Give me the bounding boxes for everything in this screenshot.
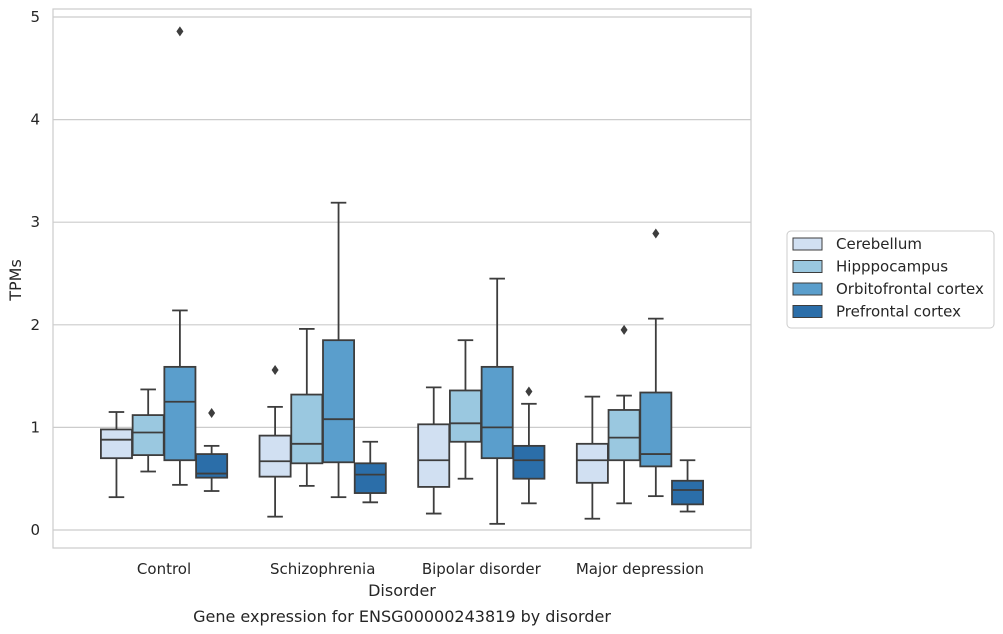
box-cerebellum <box>417 386 451 515</box>
outlier-point <box>620 324 628 335</box>
box-iqr <box>163 365 197 462</box>
box-prefrontal-cortex <box>671 459 704 513</box>
box-iqr <box>480 365 514 460</box>
outlier-point <box>271 364 279 375</box>
box-orbitofrontal-cortex <box>639 228 673 498</box>
outlier-point <box>176 26 184 37</box>
legend-label: Hipppocampus <box>836 258 948 276</box>
box-orbitofrontal-cortex <box>322 201 355 499</box>
box-iqr <box>449 389 482 443</box>
box-iqr <box>639 391 673 468</box>
legend-swatch <box>792 305 823 318</box>
box-prefrontal-cortex <box>512 386 546 505</box>
box-groups <box>100 26 704 525</box>
box-iqr <box>607 409 641 462</box>
chart-caption: Gene expression for ENSG00000243819 by d… <box>193 607 611 626</box>
x-tick-label: Schizophrenia <box>270 560 375 578</box>
y-tick-label: 4 <box>30 111 40 129</box>
box-iqr <box>100 428 133 460</box>
box-iqr <box>290 393 324 465</box>
box-iqr <box>131 414 165 457</box>
y-tick-label: 3 <box>30 213 40 231</box>
box-iqr <box>353 462 387 494</box>
y-axis-label: TPMs <box>6 259 25 302</box>
legend-label: Cerebellum <box>836 235 922 253</box>
y-tick-labels: 0 1 2 3 4 5 <box>30 8 40 539</box>
box-orbitofrontal-cortex <box>480 277 514 525</box>
box-cerebellum <box>258 364 292 518</box>
legend: Cerebellum Hipppocampus Orbitofrontal cort… <box>786 230 995 329</box>
legend-swatch <box>792 260 823 273</box>
y-tick-label: 5 <box>30 8 40 26</box>
box-prefrontal-cortex <box>195 408 229 492</box>
x-tick-label: Bipolar disorder <box>422 560 542 578</box>
legend-frame <box>786 230 995 329</box>
legend-swatch <box>792 282 823 296</box>
box-iqr <box>322 339 355 464</box>
box-iqr <box>195 453 229 479</box>
box-cerebellum <box>575 395 609 520</box>
y-tick-label: 0 <box>30 521 40 539</box>
plot-frame <box>52 8 752 549</box>
box-iqr <box>512 444 546 480</box>
y-tick-label: 1 <box>30 418 40 436</box>
outlier-point <box>208 408 216 419</box>
x-tick-labels: Control Schizophrenia Bipolar disorder Majo… <box>137 560 704 578</box>
legend-label: Orbitofrontal cortex <box>836 280 984 298</box>
box-prefrontal-cortex <box>353 440 387 504</box>
x-tick-label: Major depression <box>576 560 704 578</box>
box-iqr <box>575 442 609 484</box>
legend-label: Prefrontal cortex <box>836 303 961 321</box>
box-hipppocampus <box>449 339 482 480</box>
box-iqr <box>258 434 292 478</box>
x-tick-label: Control <box>137 560 191 578</box>
outlier-point <box>525 386 533 397</box>
box-iqr <box>417 423 451 488</box>
box-hipppocampus <box>290 328 324 487</box>
legend-swatch <box>792 237 823 251</box>
x-axis-label: Disorder <box>368 581 436 600</box>
outlier-point <box>652 228 660 239</box>
box-iqr <box>671 479 704 506</box>
y-tick-label: 2 <box>30 316 40 334</box>
box-hipppocampus <box>607 324 641 505</box>
box-cerebellum <box>100 411 133 499</box>
box-hipppocampus <box>131 388 165 473</box>
box-orbitofrontal-cortex <box>163 26 197 486</box>
